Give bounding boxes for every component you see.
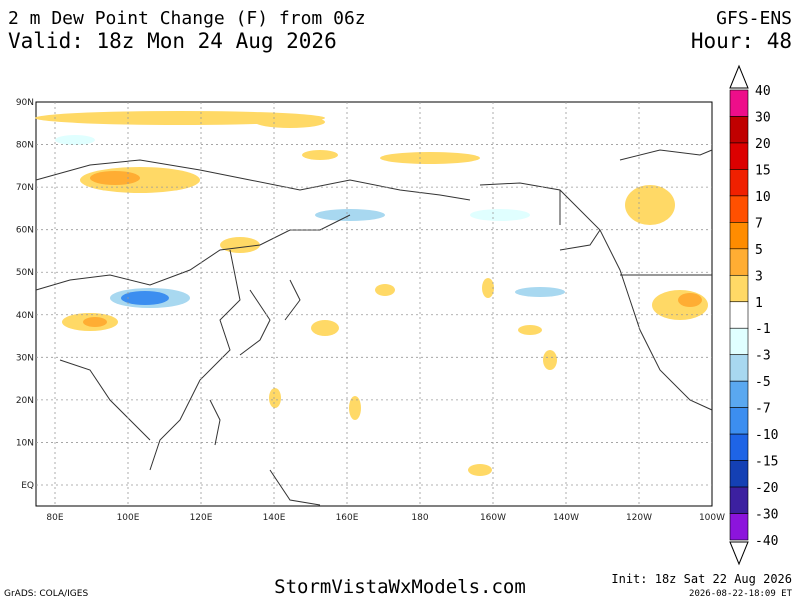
colorbar-label: 5 [755,243,763,258]
lon-label: 80E [46,513,63,523]
colorbar-segment [729,486,749,514]
colorbar-label: -20 [755,481,778,496]
init-time: Init: 18z Sat 22 Aug 2026 [611,572,792,586]
colorbar-label: 15 [755,163,771,178]
timestamp: 2026-08-22-18:09 ET [689,589,793,599]
colorbar-label: -10 [755,428,778,443]
colorbar-label: 1 [755,296,763,311]
map: 90N 80N 70N 60N 50N 40N 30N 20N 10N EQ 80E 100E 120E… [16,98,725,523]
credit: GrADS: COLA/IGES [4,589,88,599]
colorbar-segment [729,380,749,408]
colorbar-segment [729,142,749,170]
lon-label: 100E [117,513,140,523]
colorbar-top-arrow [729,64,749,89]
colorbar-label: -40 [755,534,778,549]
colorbar-segment [729,460,749,488]
colorbar-segment [729,301,749,329]
lat-label: 60N [16,226,34,236]
colorbar-label: 20 [755,137,771,152]
colorbar-segment [729,222,749,250]
colorbar: 40 30 20 15 10 7 5 3 1 -1 -3 -5 -7 -10 -15 -20 -30 -40 [729,64,778,566]
lat-label: 50N [16,268,34,278]
colorbar-segment [729,354,749,382]
colorbar-label: 10 [755,190,771,205]
colorbar-bottom-arrow [729,541,749,566]
colorbar-segment [729,169,749,197]
lon-label: 120E [190,513,213,523]
lat-label: 80N [16,141,34,151]
colorbar-label: -5 [755,375,771,390]
lat-label: EQ [21,481,34,491]
valid-time: Valid: 18z Mon 24 Aug 2026 [8,29,337,53]
colorbar-label: -7 [755,402,771,417]
model: GFS-ENS [716,8,792,29]
colorbar-segment [729,513,749,541]
site: StormVistaWxModels.com [274,576,526,598]
lon-label: 160E [336,513,359,523]
colorbar-label: 30 [755,110,771,125]
lat-label: 10N [16,438,34,448]
colorbar-segment [729,327,749,356]
colorbar-segment [729,195,749,223]
colorbar-segment [729,433,749,461]
colorbar-segment [729,248,749,276]
colorbar-label: 3 [755,269,763,284]
lon-label: 140E [263,513,286,523]
lat-label: 30N [16,353,34,363]
lon-label: 160W [480,513,506,523]
lon-label: 140W [553,513,579,523]
title: 2 m Dew Point Change (F) from 06z [8,8,366,29]
colorbar-label: -1 [755,322,771,337]
lat-label: 90N [16,98,34,108]
colorbar-segment [729,407,749,435]
colorbar-label: -3 [755,349,771,364]
colorbar-label: -30 [755,508,778,523]
colorbar-segment [729,89,749,117]
colorbar-label: 7 [755,216,763,231]
lat-label: 40N [16,311,34,321]
colorbar-label: -15 [755,455,778,470]
lon-label: 120W [626,513,652,523]
colorbar-segment [729,116,749,144]
coastlines [35,149,713,506]
hour: Hour: 48 [691,29,792,53]
lat-label: 20N [16,396,34,406]
colorbar-label: 40 [755,84,771,99]
colorbar-segment [729,274,749,303]
lon-label: 100W [699,513,725,523]
lat-label: 70N [16,183,34,193]
lon-label: 180 [411,513,428,523]
